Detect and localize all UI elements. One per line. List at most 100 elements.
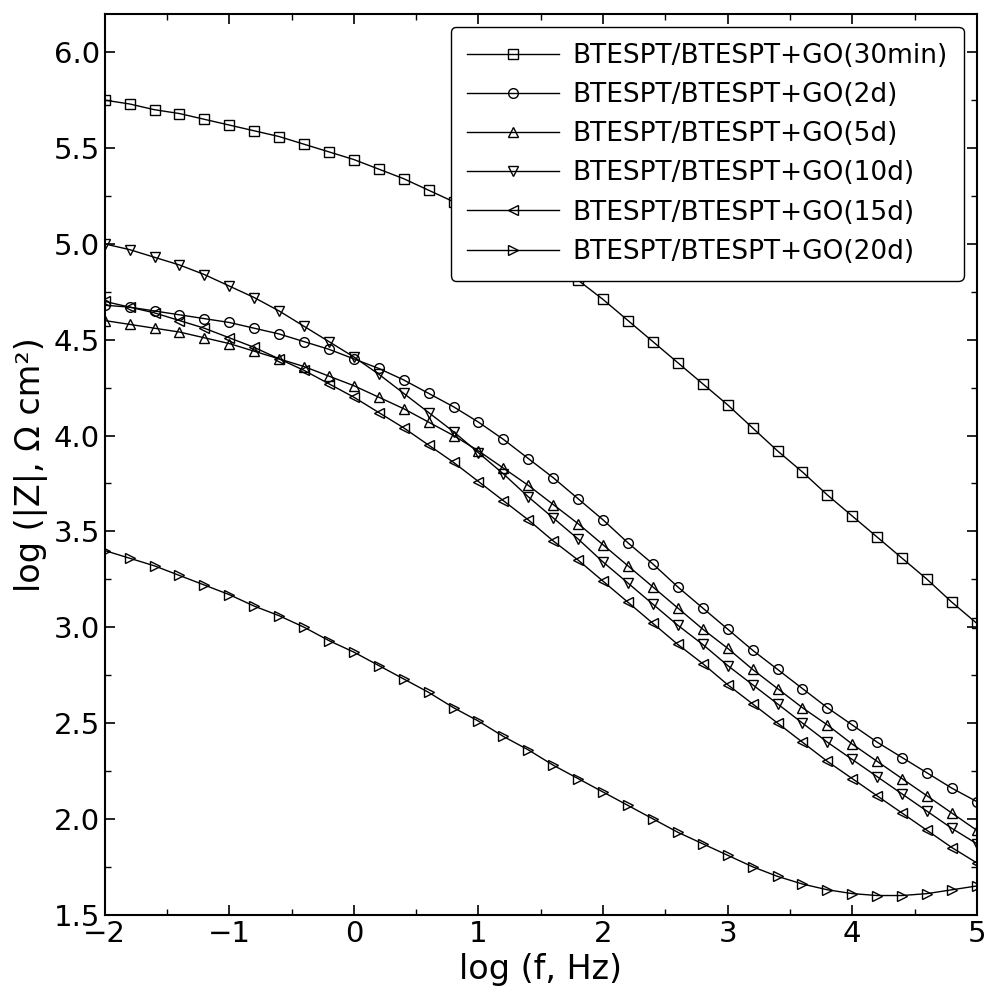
BTESPT/BTESPT+GO(10d) [572,533,584,545]
BTESPT/BTESPT+GO(30min) [772,445,784,457]
BTESPT/BTESPT+GO(2d) [223,316,235,328]
BTESPT/BTESPT+GO(30min) [846,510,858,522]
BTESPT/BTESPT+GO(5d) [647,581,659,593]
BTESPT/BTESPT+GO(20d) [423,686,435,698]
BTESPT/BTESPT+GO(2d) [672,581,684,593]
BTESPT/BTESPT+GO(10d) [149,251,161,263]
BTESPT/BTESPT+GO(10d) [946,822,958,834]
BTESPT/BTESPT+GO(15d) [99,295,111,307]
BTESPT/BTESPT+GO(5d) [99,315,111,327]
BTESPT/BTESPT+GO(2d) [273,328,285,340]
BTESPT/BTESPT+GO(30min) [522,240,534,252]
BTESPT/BTESPT+GO(15d) [747,698,759,710]
BTESPT/BTESPT+GO(30min) [472,209,484,221]
BTESPT/BTESPT+GO(10d) [398,387,410,399]
BTESPT/BTESPT+GO(10d) [747,679,759,691]
BTESPT/BTESPT+GO(20d) [547,759,559,771]
BTESPT/BTESPT+GO(15d) [497,495,509,507]
BTESPT/BTESPT+GO(10d) [846,753,858,765]
BTESPT/BTESPT+GO(30min) [647,336,659,348]
BTESPT/BTESPT+GO(30min) [697,378,709,390]
BTESPT/BTESPT+GO(10d) [971,838,983,850]
BTESPT/BTESPT+GO(30min) [298,138,310,150]
BTESPT/BTESPT+GO(20d) [273,610,285,622]
BTESPT/BTESPT+GO(2d) [248,322,260,334]
BTESPT/BTESPT+GO(20d) [821,884,833,896]
BTESPT/BTESPT+GO(15d) [448,456,460,468]
BTESPT/BTESPT+GO(10d) [323,336,335,348]
BTESPT/BTESPT+GO(5d) [821,719,833,731]
BTESPT/BTESPT+GO(20d) [149,560,161,572]
BTESPT/BTESPT+GO(5d) [398,403,410,415]
BTESPT/BTESPT+GO(10d) [223,280,235,292]
BTESPT/BTESPT+GO(15d) [149,307,161,319]
BTESPT/BTESPT+GO(15d) [248,341,260,353]
BTESPT/BTESPT+GO(10d) [722,660,734,672]
BTESPT/BTESPT+GO(10d) [273,305,285,317]
BTESPT/BTESPT+GO(5d) [448,430,460,442]
BTESPT/BTESPT+GO(10d) [472,447,484,459]
BTESPT/BTESPT+GO(15d) [821,755,833,767]
BTESPT/BTESPT+GO(5d) [896,773,908,785]
BTESPT/BTESPT+GO(20d) [448,702,460,714]
BTESPT/BTESPT+GO(15d) [871,790,883,802]
BTESPT/BTESPT+GO(30min) [747,422,759,434]
BTESPT/BTESPT+GO(10d) [448,426,460,438]
BTESPT/BTESPT+GO(20d) [747,861,759,873]
BTESPT/BTESPT+GO(20d) [198,579,210,591]
BTESPT/BTESPT+GO(10d) [522,491,534,503]
BTESPT/BTESPT+GO(20d) [722,849,734,861]
BTESPT/BTESPT+GO(20d) [173,569,185,581]
BTESPT/BTESPT+GO(15d) [373,407,385,419]
BTESPT/BTESPT+GO(5d) [198,332,210,344]
BTESPT/BTESPT+GO(10d) [772,698,784,710]
BTESPT/BTESPT+GO(20d) [398,673,410,685]
BTESPT/BTESPT+GO(15d) [223,332,235,344]
BTESPT/BTESPT+GO(5d) [497,462,509,474]
BTESPT/BTESPT+GO(20d) [796,878,808,890]
BTESPT/BTESPT+GO(15d) [547,535,559,547]
BTESPT/BTESPT+GO(30min) [946,596,958,608]
BTESPT/BTESPT+GO(10d) [647,598,659,610]
BTESPT/BTESPT+GO(5d) [722,642,734,654]
BTESPT/BTESPT+GO(10d) [896,788,908,800]
BTESPT/BTESPT+GO(15d) [423,439,435,451]
Line: BTESPT/BTESPT+GO(15d): BTESPT/BTESPT+GO(15d) [100,297,982,868]
BTESPT/BTESPT+GO(2d) [772,663,784,675]
BTESPT/BTESPT+GO(20d) [896,890,908,902]
BTESPT/BTESPT+GO(15d) [846,773,858,785]
BTESPT/BTESPT+GO(10d) [173,259,185,271]
BTESPT/BTESPT+GO(20d) [647,813,659,825]
BTESPT/BTESPT+GO(30min) [796,466,808,478]
BTESPT/BTESPT+GO(2d) [99,299,111,311]
BTESPT/BTESPT+GO(30min) [99,94,111,106]
BTESPT/BTESPT+GO(30min) [348,154,360,166]
BTESPT/BTESPT+GO(20d) [124,552,136,564]
BTESPT/BTESPT+GO(20d) [298,621,310,633]
BTESPT/BTESPT+GO(10d) [373,368,385,380]
BTESPT/BTESPT+GO(5d) [298,361,310,373]
Line: BTESPT/BTESPT+GO(30min): BTESPT/BTESPT+GO(30min) [100,95,982,628]
BTESPT/BTESPT+GO(30min) [547,257,559,269]
BTESPT/BTESPT+GO(15d) [772,717,784,729]
BTESPT/BTESPT+GO(20d) [472,715,484,727]
BTESPT/BTESPT+GO(15d) [323,378,335,390]
BTESPT/BTESPT+GO(30min) [373,163,385,175]
BTESPT/BTESPT+GO(10d) [796,717,808,729]
BTESPT/BTESPT+GO(20d) [497,730,509,742]
BTESPT/BTESPT+GO(5d) [597,539,609,551]
BTESPT/BTESPT+GO(2d) [198,313,210,325]
BTESPT/BTESPT+GO(2d) [896,752,908,764]
BTESPT/BTESPT+GO(30min) [124,98,136,110]
BTESPT/BTESPT+GO(30min) [497,224,509,236]
BTESPT/BTESPT+GO(10d) [597,556,609,568]
BTESPT/BTESPT+GO(2d) [871,736,883,748]
BTESPT/BTESPT+GO(2d) [747,644,759,656]
BTESPT/BTESPT+GO(10d) [871,771,883,783]
BTESPT/BTESPT+GO(15d) [796,736,808,748]
BTESPT/BTESPT+GO(30min) [597,293,609,305]
BTESPT/BTESPT+GO(2d) [971,796,983,808]
BTESPT/BTESPT+GO(30min) [149,104,161,116]
BTESPT/BTESPT+GO(5d) [124,318,136,330]
BTESPT/BTESPT+GO(10d) [298,320,310,332]
